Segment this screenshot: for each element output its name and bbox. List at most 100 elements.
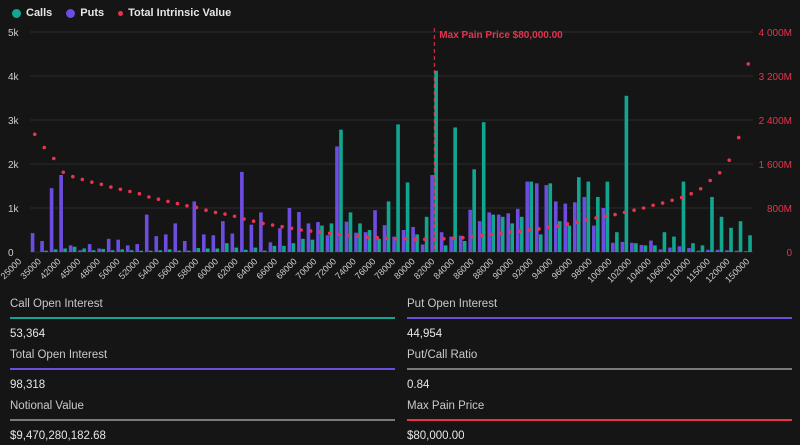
stat-call-oi: Call Open Interest 53,364 xyxy=(10,296,395,341)
call-bar xyxy=(396,124,400,252)
intrinsic-point xyxy=(175,201,180,206)
call-oi-value: 53,364 xyxy=(10,328,46,340)
put-bar xyxy=(325,235,330,252)
intrinsic-point xyxy=(603,214,608,219)
put-bar xyxy=(97,248,101,252)
x-tick-label: 90000 xyxy=(491,256,516,281)
call-bar xyxy=(339,129,343,252)
notional-label: Notional Value xyxy=(10,400,84,412)
put-bar xyxy=(544,185,549,252)
legend-intrinsic[interactable]: Total Intrinsic Value xyxy=(118,7,231,19)
call-bar xyxy=(481,122,486,252)
call-bar xyxy=(177,250,182,252)
legend-calls[interactable]: Calls xyxy=(12,7,52,19)
call-bar xyxy=(158,250,163,252)
intrinsic-point xyxy=(537,227,541,231)
put-bar xyxy=(668,247,672,252)
put-bar xyxy=(230,233,235,252)
call-bar xyxy=(148,250,153,252)
call-bar xyxy=(63,248,67,252)
x-tick-label: 80000 xyxy=(392,256,417,281)
call-bar xyxy=(691,243,695,252)
put-bar xyxy=(553,201,558,252)
stats-panel: Call Open Interest 53,364 Put Open Inter… xyxy=(0,285,800,445)
intrinsic-point xyxy=(651,203,655,208)
put-oi-divider xyxy=(407,317,792,319)
intrinsic-point xyxy=(746,62,751,66)
intrinsic-point xyxy=(232,214,237,219)
call-bar xyxy=(386,201,391,252)
y-tick-label-right: 0 xyxy=(786,248,792,259)
intrinsic-point xyxy=(422,237,427,242)
call-bar xyxy=(110,250,115,252)
intrinsic-point xyxy=(403,237,408,241)
call-bar xyxy=(310,239,315,252)
legend-puts[interactable]: Puts xyxy=(66,7,104,19)
intrinsic-point xyxy=(327,231,332,236)
put-bar xyxy=(458,235,463,252)
intrinsic-point xyxy=(337,232,341,237)
intrinsic-point xyxy=(394,237,399,241)
put-bar xyxy=(573,202,577,252)
call-bar xyxy=(186,250,191,252)
y-tick-label-left: 5k xyxy=(8,28,20,39)
call-bar xyxy=(538,234,543,252)
x-tick-label: 56000 xyxy=(156,256,181,281)
x-tick-label: 92000 xyxy=(510,256,535,281)
intrinsic-point xyxy=(442,237,446,241)
put-bar xyxy=(725,250,729,252)
intrinsic-point xyxy=(128,189,132,194)
pc-ratio-value: 0.84 xyxy=(407,379,430,391)
intrinsic-point xyxy=(632,208,636,212)
put-bar xyxy=(677,246,682,252)
put-bar xyxy=(278,228,282,252)
put-bar xyxy=(639,244,644,252)
call-bar xyxy=(662,232,667,252)
intrinsic-point xyxy=(109,185,113,189)
intrinsic-point xyxy=(641,206,646,210)
x-tick-label: 42000 xyxy=(38,256,63,281)
intrinsic-point xyxy=(451,236,456,241)
put-bar xyxy=(468,209,472,252)
call-bar xyxy=(44,250,48,252)
put-bar xyxy=(135,244,140,252)
put-bar xyxy=(401,230,406,252)
y-tick-label-right: 800M xyxy=(767,204,792,215)
pc-ratio-divider xyxy=(407,368,792,370)
put-bar xyxy=(59,175,63,252)
intrinsic-point xyxy=(670,198,674,203)
put-bar xyxy=(382,225,387,252)
x-tick-label: 68000 xyxy=(274,256,299,281)
put-bar xyxy=(411,226,415,252)
chart-legend: Calls Puts Total Intrinsic Value xyxy=(12,6,231,20)
call-bar xyxy=(301,238,305,252)
call-bar xyxy=(348,212,353,252)
x-tick-label: 76000 xyxy=(353,256,378,281)
call-bar xyxy=(377,238,381,252)
call-bar xyxy=(634,243,638,252)
intrinsic-point xyxy=(156,197,161,201)
x-tick-label: 96000 xyxy=(550,256,575,281)
intrinsic-point xyxy=(51,156,56,161)
intrinsic-point xyxy=(118,187,123,192)
intrinsic-point xyxy=(99,182,104,187)
call-bar xyxy=(329,223,334,252)
y-tick-label-left: 1k xyxy=(8,204,20,215)
call-bar xyxy=(643,245,648,252)
put-bar xyxy=(182,241,187,252)
call-bar xyxy=(234,247,239,252)
total-oi-label: Total Open Interest xyxy=(10,349,108,361)
x-tick-label: 48000 xyxy=(77,256,102,281)
intrinsic-point xyxy=(584,218,589,222)
call-bar xyxy=(529,181,534,252)
call-bar xyxy=(205,248,210,252)
open-interest-chart: Calls Puts Total Intrinsic Value 0 0 1k 800… xyxy=(0,6,792,285)
intrinsic-point xyxy=(698,186,703,191)
legend-intrinsic-label: Total Intrinsic Value xyxy=(128,7,232,19)
put-bar xyxy=(68,245,73,252)
put-bar xyxy=(439,232,444,252)
x-tick-label: 74000 xyxy=(333,256,358,281)
intrinsic-point xyxy=(223,212,227,216)
total-oi-divider xyxy=(10,368,395,370)
call-bar xyxy=(244,249,248,252)
